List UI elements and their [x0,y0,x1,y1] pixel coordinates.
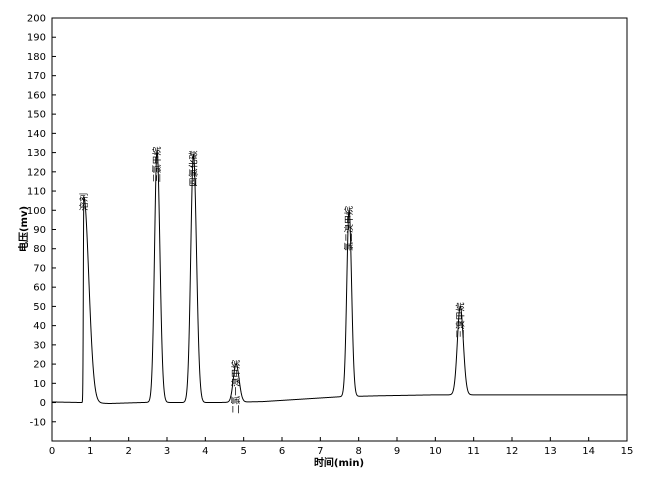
x-tick-label: 12 [506,446,519,457]
y-tick-label: 50 [33,302,46,313]
y-tick-label: 110 [27,187,46,198]
x-tick-label: 13 [544,446,557,457]
y-tick-label: 100 [27,206,46,217]
x-tick-label: 15 [621,446,634,457]
x-tick-label: 9 [394,446,400,457]
x-tick-label: 2 [125,446,131,457]
y-tick-label: 160 [27,90,46,101]
y-tick-label: 80 [33,244,46,255]
y-tick-label: 90 [33,225,46,236]
peak-label: 四氯化碳 [187,151,199,187]
y-tick-label: 10 [33,379,46,390]
y-tick-label: 40 [33,321,46,332]
y-axis: -10 0 10 20 30 40 50 60 70 80 90 100 110 120 130 140 150… [27,14,56,428]
y-tick-label: 70 [33,263,46,274]
y-tick-label: 20 [33,360,46,371]
x-tick-label: 7 [317,446,323,457]
x-tick-label: 8 [355,446,361,457]
y-tick-label: 0 [40,398,46,409]
x-tick-label: 10 [429,446,442,457]
y-tick-label: 140 [27,129,46,140]
y-tick-label: 130 [27,148,46,159]
peak-label: 三溴甲烷 [454,302,466,338]
y-tick-label: 150 [27,110,46,121]
y-tick-label: 60 [33,283,46,294]
x-tick-label: 11 [467,446,480,457]
peak-label: 溶剂 [78,193,90,211]
x-tick-label: 1 [87,446,93,457]
x-tick-label: 6 [279,446,285,457]
peak-label: 氯二溴甲烷 [343,206,355,251]
y-tick-label: 30 [33,340,46,351]
y-tick-label: 190 [27,33,46,44]
chromatogram-trace [52,149,627,405]
y-tick-label: 170 [27,71,46,82]
y-tick-label: 120 [27,167,46,178]
peak-label: 三氯甲烷 [151,147,163,183]
x-tick-label: 5 [240,446,246,457]
plot-area-frame [51,17,628,442]
x-tick-label: 14 [582,446,595,457]
peak-label: 二氯一溴甲烷 [230,360,242,414]
y-tick-label: -10 [30,417,46,428]
y-tick-label: 200 [27,14,46,25]
x-tick-label: 0 [49,446,55,457]
y-axis-label: 电压(mv) [17,206,30,252]
x-axis: 0 1 2 3 4 5 6 7 8 9 10 11 12 13 14 15 [49,437,634,457]
x-tick-label: 3 [164,446,170,457]
x-tick-label: 4 [202,446,208,457]
x-axis-label: 时间(min) [314,456,364,469]
y-tick-label: 180 [27,52,46,63]
